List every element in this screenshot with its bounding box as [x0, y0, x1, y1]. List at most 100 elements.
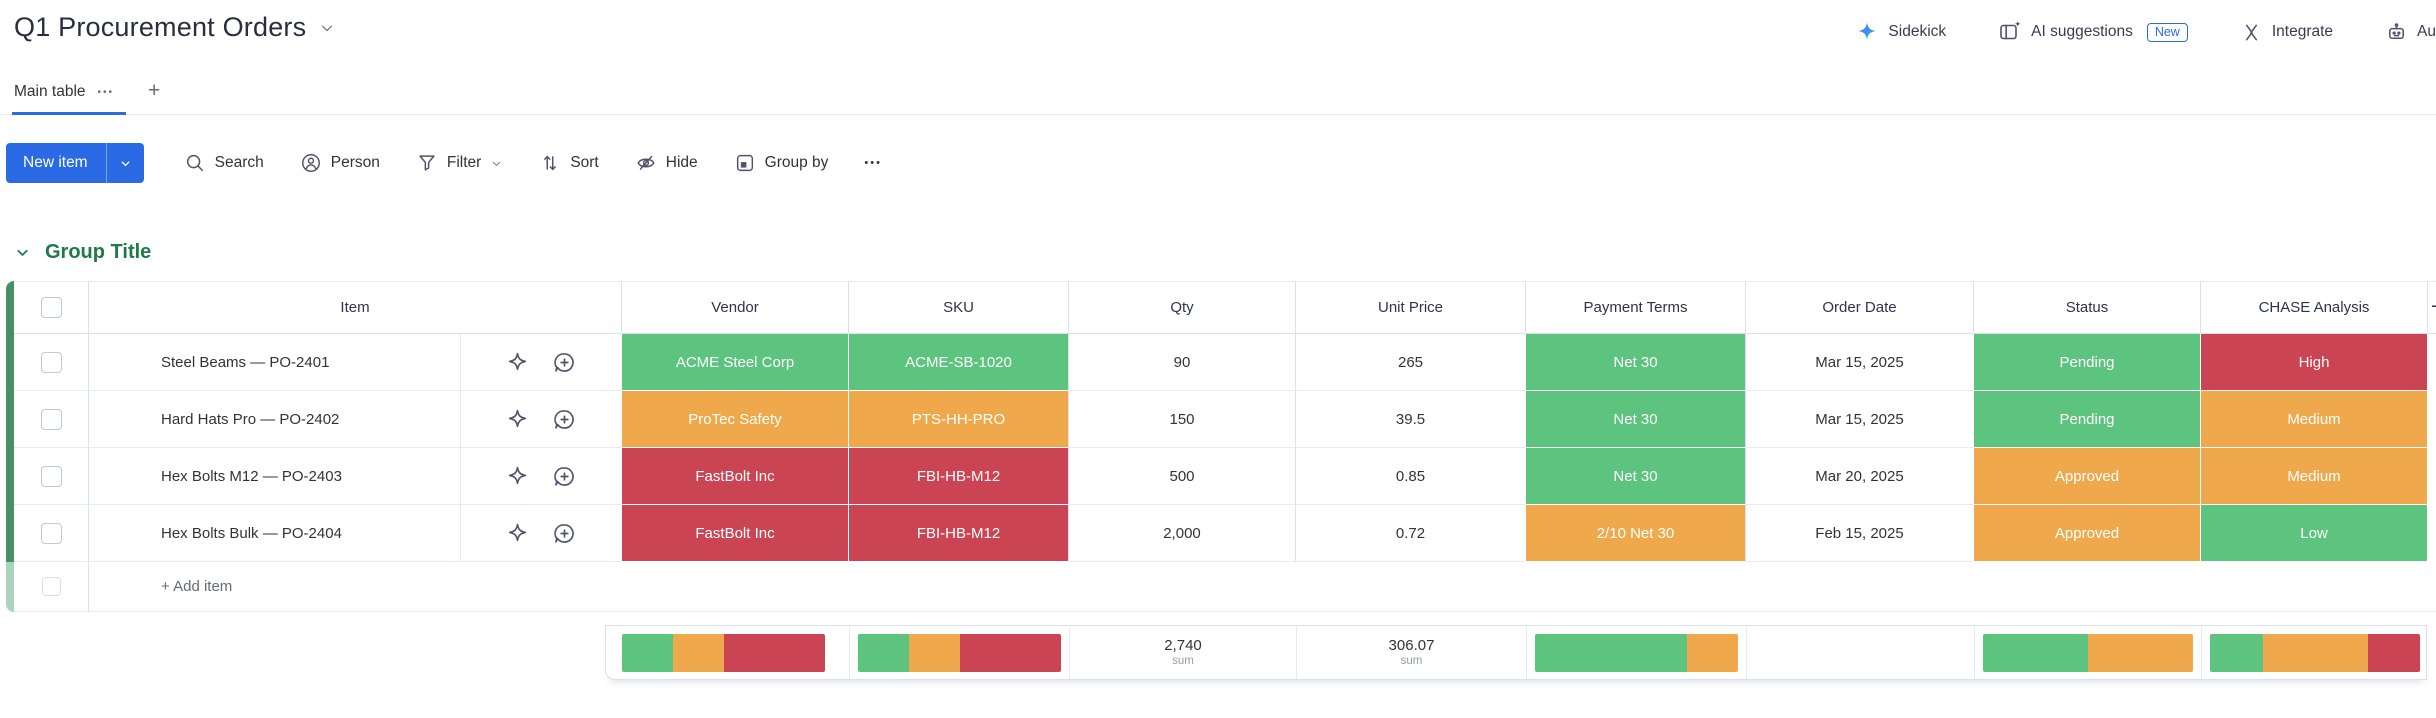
vendor-cell[interactable]: FastBolt Inc: [621, 505, 848, 562]
row-checkbox[interactable]: [40, 465, 62, 487]
view-tabs: Main table ••• +: [0, 76, 2436, 115]
vendor-cell[interactable]: FastBolt Inc: [621, 448, 848, 505]
tab-main-table-label: Main table: [14, 83, 86, 100]
filter-chevron-icon[interactable]: [490, 157, 503, 170]
column-header-unit-price[interactable]: Unit Price: [1295, 281, 1525, 334]
qty-cell[interactable]: 90: [1068, 334, 1295, 391]
select-all-checkbox[interactable]: [40, 297, 62, 318]
sku-cell[interactable]: ACME-SB-1020: [848, 334, 1068, 391]
hide-button[interactable]: Hide: [635, 152, 698, 174]
new-item-button[interactable]: New item: [6, 143, 144, 183]
chevron-down-icon[interactable]: [318, 19, 336, 37]
column-header-vendor[interactable]: Vendor: [621, 281, 848, 334]
column-header-chase-analysis[interactable]: CHASE Analysis: [2200, 281, 2427, 334]
vendor-cell[interactable]: ACME Steel Corp: [621, 334, 848, 391]
top-bar: Q1 Procurement Orders Sidekick: [0, 0, 2436, 44]
group-collapse-icon[interactable]: [14, 244, 31, 261]
column-header-sku[interactable]: SKU: [848, 281, 1068, 334]
toolbar-more-button[interactable]: •••: [864, 157, 882, 169]
person-filter-button[interactable]: Person: [300, 152, 380, 174]
payment-terms-cell[interactable]: Net 30: [1525, 448, 1745, 505]
unit-price-cell[interactable]: 0.72: [1295, 505, 1525, 562]
filter-funnel-icon: [416, 152, 438, 174]
column-header-status[interactable]: Status: [1973, 281, 2200, 334]
payment-terms-cell[interactable]: Net 30: [1525, 391, 1745, 448]
status-cell[interactable]: Approved: [1973, 448, 2200, 505]
add-conversation-icon[interactable]: [552, 407, 577, 432]
group-by-button[interactable]: Group by: [734, 152, 828, 174]
tab-main-table[interactable]: Main table •••: [12, 76, 127, 115]
sku-cell[interactable]: PTS-HH-PRO: [848, 391, 1068, 448]
group-header[interactable]: Group Title: [14, 241, 2436, 264]
status-cell[interactable]: Pending: [1973, 334, 2200, 391]
column-header-qty[interactable]: Qty: [1068, 281, 1295, 334]
group-color-bar: [6, 562, 14, 612]
ai-sparkle-icon[interactable]: [505, 464, 530, 489]
add-conversation-icon[interactable]: [552, 521, 577, 546]
sort-button[interactable]: Sort: [539, 152, 599, 174]
ai-sparkle-icon[interactable]: [505, 407, 530, 432]
add-conversation-icon[interactable]: [552, 464, 577, 489]
chase-analysis-cell[interactable]: Low: [2200, 505, 2427, 562]
new-item-label[interactable]: New item: [23, 154, 88, 171]
column-header-item[interactable]: Item: [88, 281, 621, 334]
group-title[interactable]: Group Title: [45, 241, 152, 263]
integrate-button[interactable]: Integrate: [2240, 21, 2333, 44]
status-cell[interactable]: Pending: [1973, 391, 2200, 448]
search-button[interactable]: Search: [184, 152, 264, 174]
ai-sparkle-icon[interactable]: [505, 521, 530, 546]
order-date-cell[interactable]: Mar 15, 2025: [1745, 391, 1973, 448]
unit-price-cell[interactable]: 0.85: [1295, 448, 1525, 505]
item-name[interactable]: Hex Bolts Bulk — PO-2404: [161, 524, 342, 542]
item-actions: [460, 334, 621, 390]
item-name[interactable]: Hard Hats Pro — PO-2402: [161, 410, 340, 428]
row-checkbox-cell: [14, 448, 88, 505]
row-checkbox[interactable]: [40, 522, 62, 544]
ai-suggestions-label: AI suggestions: [2031, 23, 2133, 40]
new-badge: New: [2146, 22, 2188, 42]
payment-terms-cell[interactable]: 2/10 Net 30: [1525, 505, 1745, 562]
order-date-cell[interactable]: Feb 15, 2025: [1745, 505, 1973, 562]
order-date-cell[interactable]: Mar 20, 2025: [1745, 448, 1973, 505]
status-cell[interactable]: Approved: [1973, 505, 2200, 562]
qty-cell[interactable]: 500: [1068, 448, 1295, 505]
chase-analysis-cell[interactable]: Medium: [2200, 448, 2427, 505]
sidekick-button[interactable]: Sidekick: [1855, 20, 1946, 44]
item-name[interactable]: Hex Bolts M12 — PO-2403: [161, 467, 342, 485]
search-label: Search: [214, 154, 264, 171]
ai-sparkle-icon[interactable]: [505, 350, 530, 375]
qty-cell[interactable]: 2,000: [1068, 505, 1295, 562]
ai-suggestions-button[interactable]: AI suggestions New: [1998, 20, 2188, 44]
item-cell: Hex Bolts M12 — PO-2403: [88, 448, 621, 505]
qty-cell[interactable]: 150: [1068, 391, 1295, 448]
unit-price-cell[interactable]: 39.5: [1295, 391, 1525, 448]
order-date-cell[interactable]: Mar 15, 2025: [1745, 334, 1973, 391]
sku-cell[interactable]: FBI-HB-M12: [848, 505, 1068, 562]
row-checkbox[interactable]: [40, 351, 62, 373]
chase-analysis-cell[interactable]: Medium: [2200, 391, 2427, 448]
filter-button[interactable]: Filter: [416, 152, 503, 174]
tab-options-icon[interactable]: •••: [97, 86, 115, 98]
vendor-cell[interactable]: ProTec Safety: [621, 391, 848, 448]
item-cell: Steel Beams — PO-2401: [88, 334, 621, 391]
sort-label: Sort: [570, 154, 599, 171]
item-name[interactable]: Steel Beams — PO-2401: [161, 353, 330, 371]
automate-button[interactable]: Au: [2385, 21, 2436, 44]
board-title-menu[interactable]: Q1 Procurement Orders: [14, 12, 336, 43]
column-header-order-date[interactable]: Order Date: [1745, 281, 1973, 334]
unit-price-sum-value: 306.07: [1388, 636, 1435, 654]
status-distribution-bar: [1983, 633, 2193, 672]
sku-cell[interactable]: FBI-HB-M12: [848, 448, 1068, 505]
row-checkbox[interactable]: [40, 408, 62, 430]
add-item-button[interactable]: + Add item: [88, 562, 2436, 612]
unit-price-cell[interactable]: 265: [1295, 334, 1525, 391]
add-view-button[interactable]: +: [148, 79, 161, 102]
table-row: Hex Bolts M12 — PO-2403 FastBolt Inc FBI…: [6, 448, 2436, 505]
payment-terms-cell[interactable]: Net 30: [1525, 334, 1745, 391]
add-column-button[interactable]: +: [2427, 281, 2436, 334]
new-item-dropdown[interactable]: [105, 143, 144, 183]
column-header-payment-terms[interactable]: Payment Terms: [1525, 281, 1745, 334]
chase-analysis-cell[interactable]: High: [2200, 334, 2427, 391]
add-conversation-icon[interactable]: [552, 350, 577, 375]
robot-icon: [2385, 21, 2408, 44]
